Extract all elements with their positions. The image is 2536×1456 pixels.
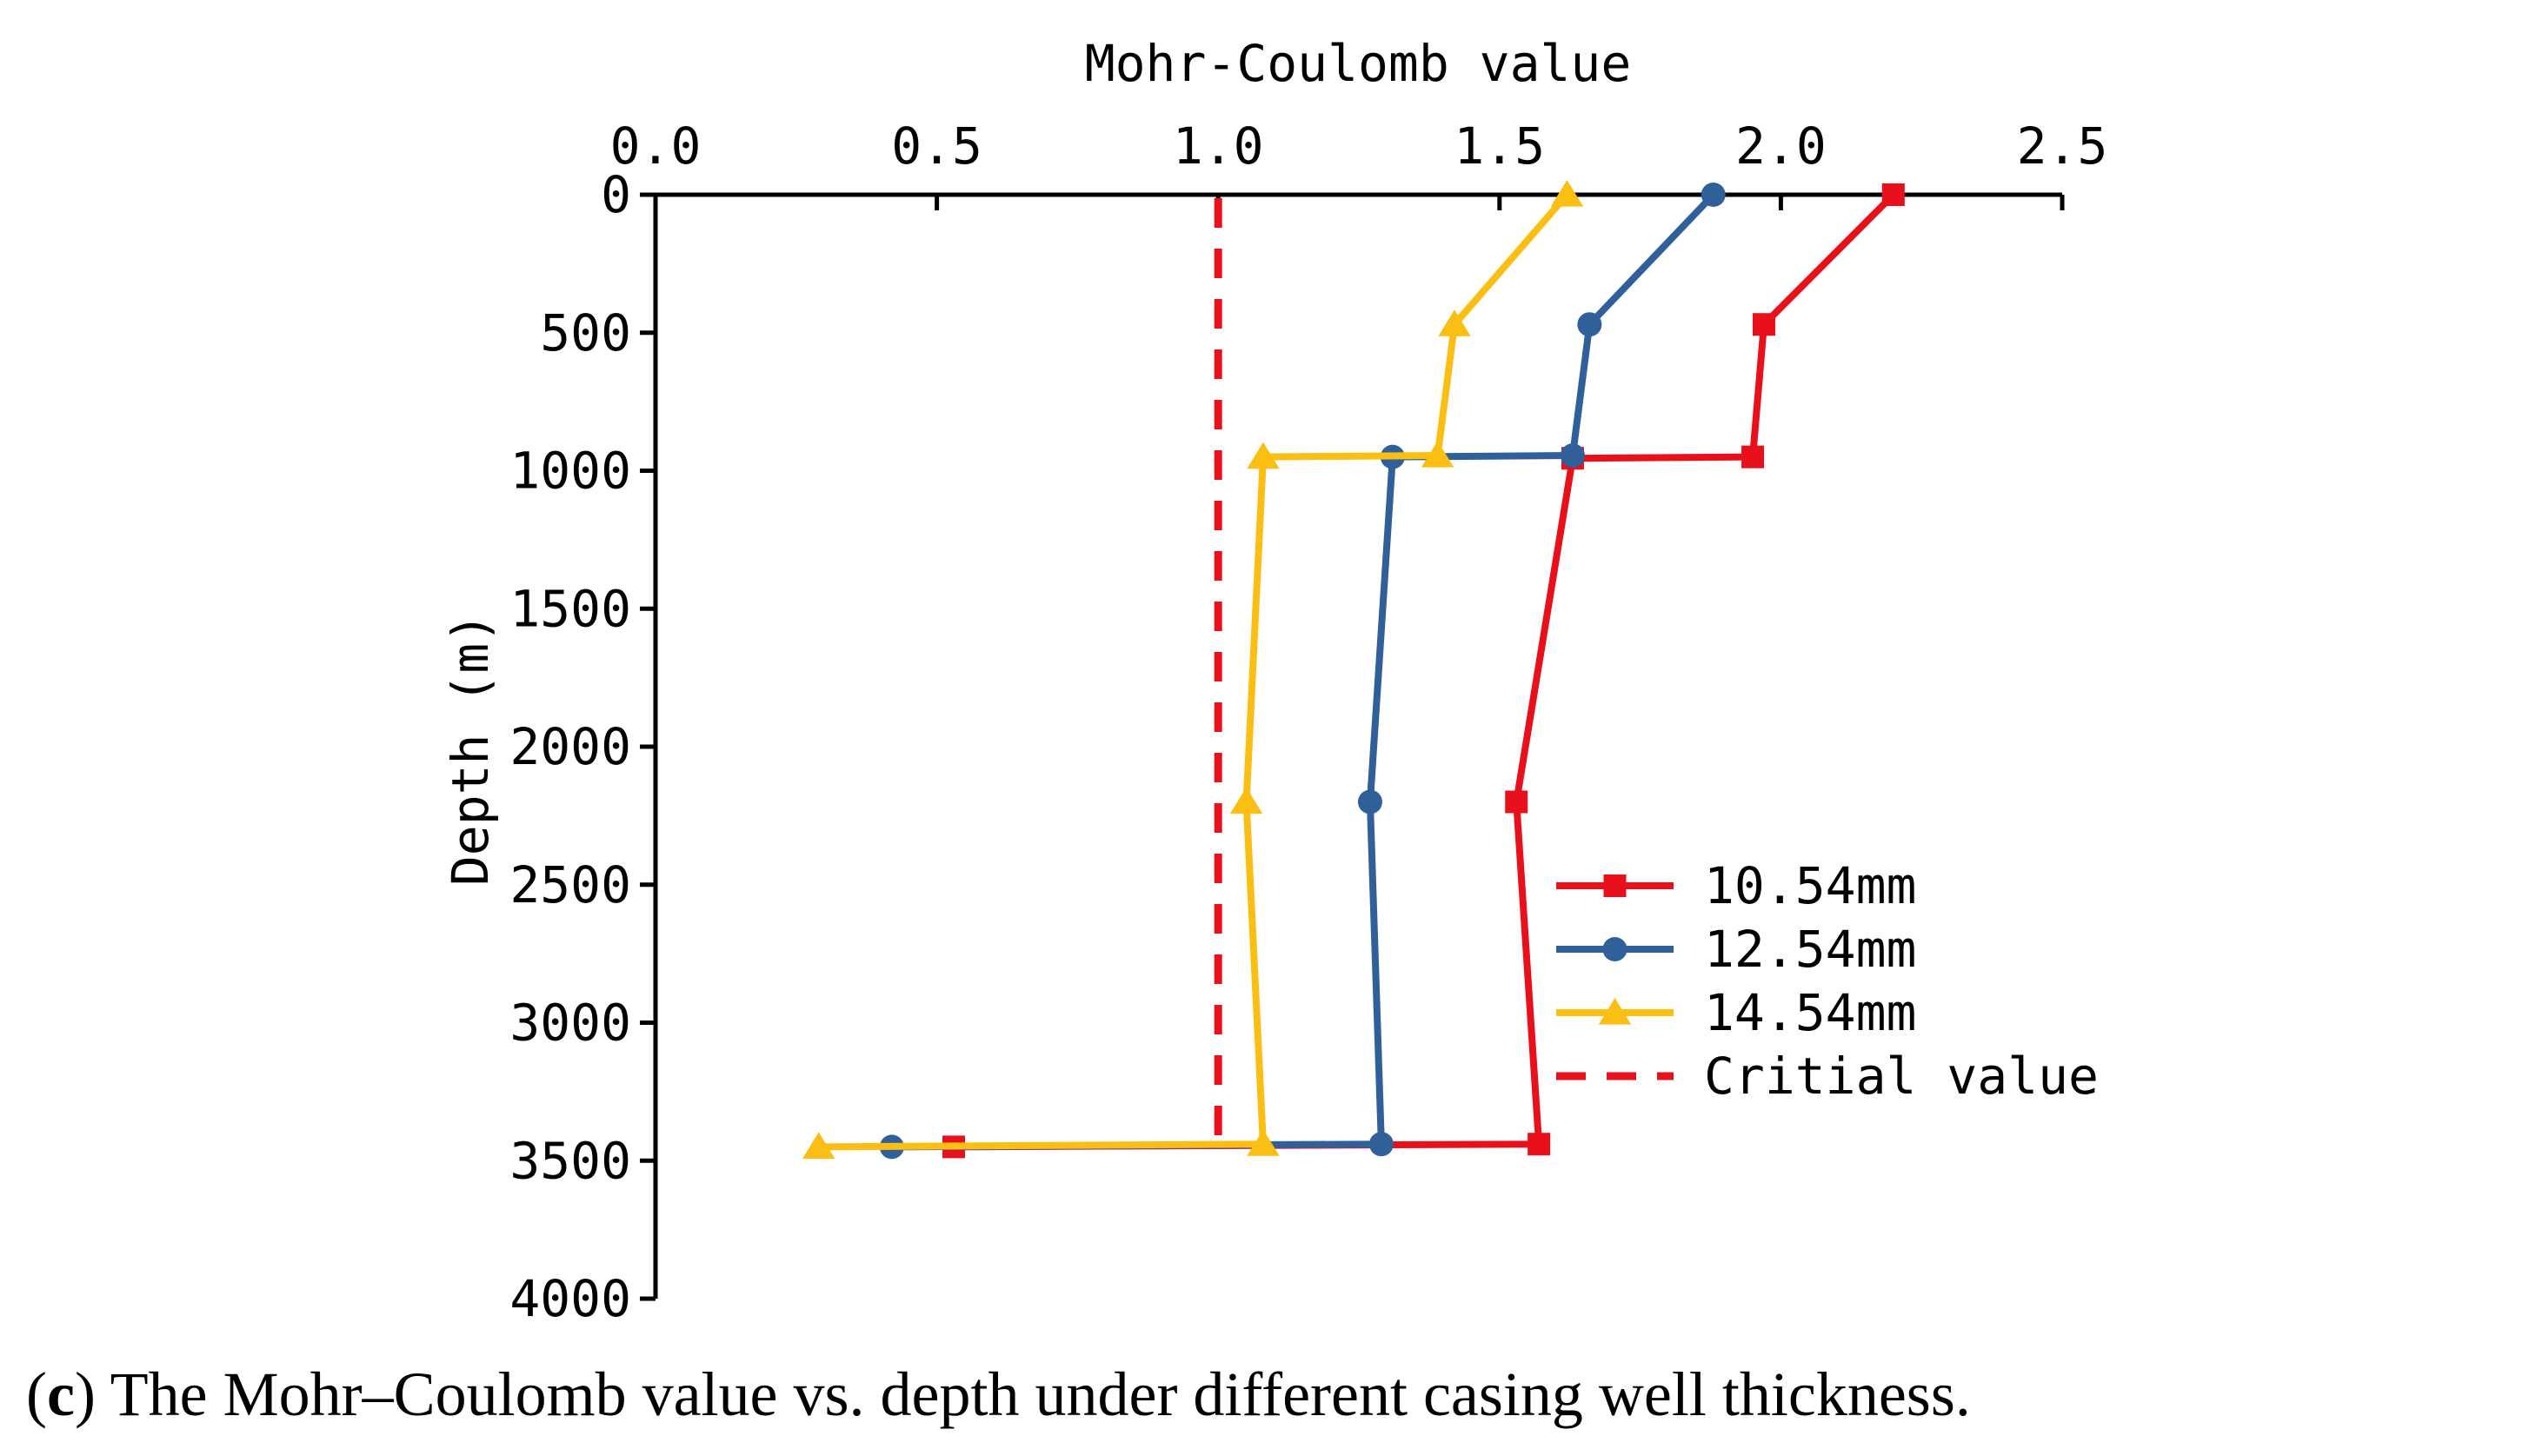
y-ticks: 0 500 1000 1500 2000 2500 3000 3500 4000 [509,165,656,1328]
figure-caption: (c) The Mohr–Coulomb value vs. depth und… [26,1360,1971,1429]
data-point [1550,180,1584,207]
x-ticks: 0.0 0.5 1.0 1.5 2.0 2.5 [610,116,2108,210]
data-point [1421,441,1454,468]
y-tick-label: 3000 [509,994,631,1053]
x-tick-label: 2.0 [1735,116,1827,176]
series-line [891,192,1716,1151]
x-tick-label: 0.5 [891,116,982,176]
y-axis-title: Depth (m) [441,613,500,886]
legend-label: 14.54mm [1704,983,1916,1042]
legend-label: Critial value [1704,1047,2099,1106]
series-layer [802,180,1905,1160]
y-tick-label: 4000 [509,1269,631,1328]
data-point [1701,183,1726,207]
data-point [1247,1129,1280,1156]
legend-item: 10.54mm [1556,856,1916,915]
legend-swatch-marker [1603,874,1627,897]
y-tick-label: 0 [601,165,631,224]
data-point [1741,445,1765,469]
legend-label: 10.54mm [1704,856,1916,915]
x-axis-title: Mohr-Coulomb value [1085,34,1632,93]
caption-letter: c [47,1360,75,1429]
data-point [1560,443,1585,469]
y-tick-label: 2000 [509,717,631,776]
caption-text: ) The Mohr–Coulomb value vs. depth under… [75,1360,1971,1429]
data-point [1881,183,1905,206]
series-14.54mm [802,180,1584,1159]
legend-swatch-marker [1602,937,1627,961]
data-point [1247,442,1280,469]
x-tick-label: 1.5 [1454,116,1545,176]
data-point [1505,790,1528,814]
x-tick-label: 1.0 [1173,116,1264,176]
data-point [1438,309,1471,336]
series-line [818,192,1570,1151]
data-point [1752,313,1775,336]
legend-item: Critial value [1556,1047,2099,1106]
legend-item: 12.54mm [1556,920,1916,979]
data-point [1528,1133,1551,1156]
data-point [1357,789,1382,814]
legend-item: 14.54mm [1556,983,1916,1042]
y-tick-label: 2500 [509,855,631,914]
y-tick-label: 500 [540,303,631,362]
data-point [802,1132,835,1159]
legend-swatch-marker [1598,998,1632,1025]
legend-label: 12.54mm [1704,920,1916,979]
y-tick-label: 3500 [509,1131,631,1190]
data-point [1229,787,1263,814]
x-tick-label: 2.5 [2017,116,2108,176]
caption-open-paren: ( [26,1360,47,1429]
data-point [1577,312,1602,337]
data-point [1368,1132,1394,1157]
x-tick-label: 0.0 [610,116,702,176]
y-tick-label: 1000 [509,442,631,501]
y-tick-label: 1500 [509,579,631,638]
